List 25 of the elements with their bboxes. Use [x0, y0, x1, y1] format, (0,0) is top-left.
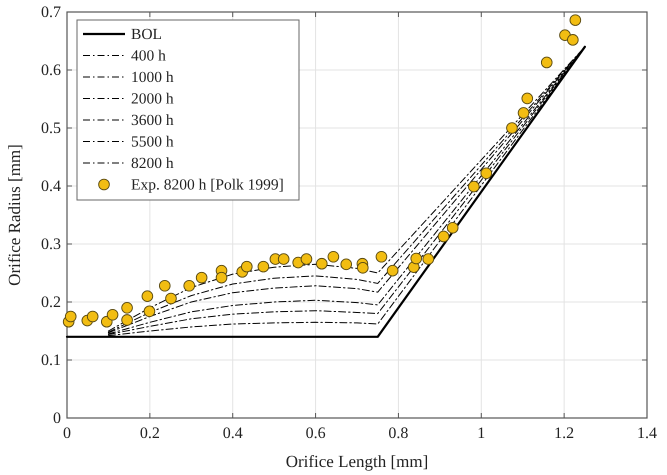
y-tick-label: 0.1	[41, 352, 61, 369]
legend-label: 8200 h	[131, 155, 174, 172]
legend-label: BOL	[131, 26, 162, 43]
x-axis-title: Orifice Length [mm]	[286, 452, 428, 471]
x-tick-label: 0.8	[388, 425, 408, 442]
x-tick-label: 0.2	[140, 425, 160, 442]
legend-label: Exp. 8200 h [Polk 1999]	[131, 176, 284, 194]
y-tick-label: 0.5	[41, 120, 61, 137]
y-axis-title: Orifice Radius [mm]	[5, 144, 24, 286]
y-tick-label: 0	[53, 410, 61, 427]
x-tick-label: 1	[477, 425, 486, 442]
x-tick-label: 0.4	[222, 425, 243, 442]
y-tick-label: 0.2	[41, 294, 61, 311]
x-tick-label: 0.6	[306, 425, 326, 442]
x-tick-label: 1.4	[637, 425, 657, 442]
legend-label: 3600 h	[131, 112, 174, 129]
y-tick-label: 0.6	[41, 62, 61, 79]
y-tick-label: 0.4	[41, 178, 61, 195]
legend-label: 5500 h	[131, 134, 174, 150]
legend-label: 2000 h	[131, 90, 174, 108]
y-tick-label: 0.3	[41, 236, 61, 253]
legend-label: 400 h	[131, 48, 166, 64]
legend-label: 1000 h	[131, 69, 174, 86]
x-tick-label: 1.2	[554, 425, 574, 442]
y-tick-label: 0.7	[41, 4, 61, 21]
